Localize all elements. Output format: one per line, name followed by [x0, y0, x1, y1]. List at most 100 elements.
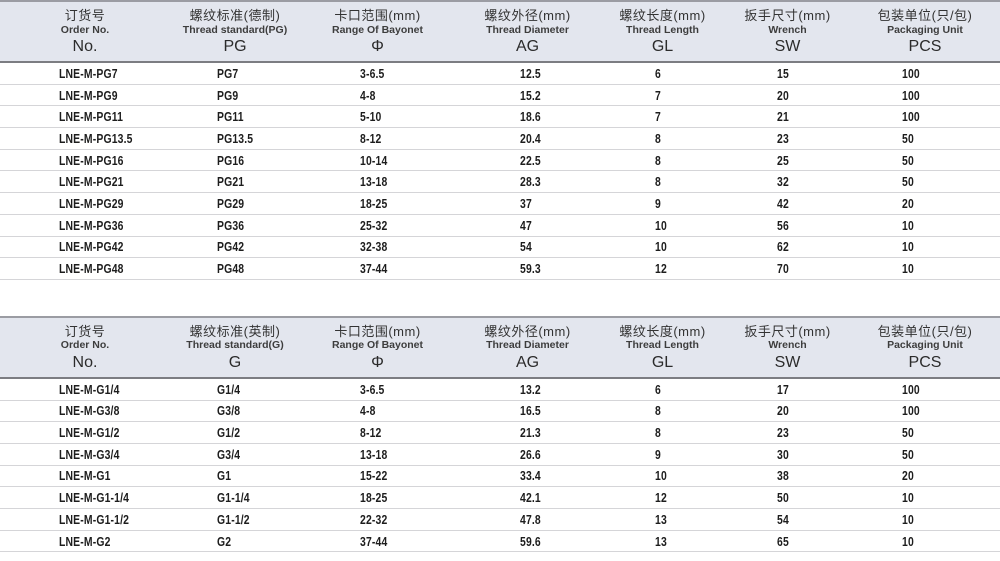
table-row: LNE-M-G1 G1 15-22 33.4 10 38 20	[0, 466, 1000, 488]
column-header-en-label: Wrench	[768, 339, 807, 352]
table-cell: 50	[850, 128, 1000, 149]
table-cell: PG13.5	[170, 128, 300, 149]
cell-value: 8	[655, 130, 661, 146]
table-row: LNE-M-PG9 PG9 4-8 15.2 7 20 100	[0, 85, 1000, 107]
table-cell: 32-38	[300, 237, 455, 258]
cell-value: 12	[655, 490, 667, 506]
table-cell: 37	[455, 193, 600, 214]
cell-value: 3-6.5	[360, 65, 385, 81]
table-cell: LNE-M-G1/4	[0, 379, 170, 400]
cell-value: 32-38	[360, 239, 388, 255]
table-cell: G3/4	[170, 444, 300, 465]
cell-value: 100	[902, 109, 920, 125]
table-cell: 47	[455, 215, 600, 236]
table-cell: 23	[725, 422, 850, 443]
pg-thread-table: 订货号 Order No. No. 螺纹标准(德制) Thread standard(P…	[0, 0, 1000, 280]
table-row: LNE-M-PG42 PG42 32-38 54 10 62 10	[0, 237, 1000, 259]
cell-value: 5-10	[360, 109, 382, 125]
column-header-ag: 螺纹外径(mm) Thread Diameter AG	[455, 2, 600, 61]
table-cell: 10	[850, 509, 1000, 530]
table-cell: 13-18	[300, 444, 455, 465]
cell-value: 100	[902, 87, 920, 103]
table-cell: 8-12	[300, 128, 455, 149]
table-cell: 26.6	[455, 444, 600, 465]
cell-value: 6	[655, 381, 661, 397]
table-cell: 10	[850, 258, 1000, 279]
cell-value: 23	[777, 425, 789, 441]
column-header-: 卡口范围(mm) Range Of Bayonet Φ	[300, 2, 455, 61]
cell-value: PG13.5	[217, 130, 254, 146]
table-cell: 59.6	[455, 531, 600, 552]
cell-value: 54	[777, 511, 789, 527]
table-row: LNE-M-PG21 PG21 13-18 28.3 8 32 50	[0, 171, 1000, 194]
cell-value: LNE-M-G1/4	[59, 381, 120, 397]
table-row: LNE-M-G1-1/2 G1-1/2 22-32 47.8 13 54 10	[0, 509, 1000, 531]
cell-value: 10	[902, 511, 914, 527]
column-header-en-label: Packaging Unit	[887, 339, 963, 352]
table-cell: 6	[600, 63, 725, 84]
table-cell: 56	[725, 215, 850, 236]
table-cell: 100	[850, 63, 1000, 84]
table-cell: 50	[850, 171, 1000, 192]
cell-value: 15.2	[520, 87, 541, 103]
cell-value: 65	[777, 533, 789, 549]
table-cell: 42.1	[455, 487, 600, 508]
table-cell: 12	[600, 258, 725, 279]
cell-value: G2	[217, 533, 232, 549]
cell-value: 42.1	[520, 490, 541, 506]
cell-value: 28.3	[520, 174, 541, 190]
cell-value: 10	[902, 217, 914, 233]
table-cell: 54	[725, 509, 850, 530]
cell-value: 17	[777, 381, 789, 397]
cell-value: 10	[902, 261, 914, 277]
column-header-code-label: PG	[223, 38, 247, 56]
cell-value: 10	[655, 468, 667, 484]
table-cell: 6	[600, 379, 725, 400]
cell-value: LNE-M-PG13.5	[59, 130, 133, 146]
column-header-zh-label: 卡口范围(mm)	[334, 8, 421, 23]
cell-value: 47	[520, 217, 532, 233]
cell-value: LNE-M-PG48	[59, 261, 124, 277]
table-cell: 37-44	[300, 258, 455, 279]
table-cell: 12	[600, 487, 725, 508]
table-cell: 100	[850, 379, 1000, 400]
table-cell: 4-8	[300, 401, 455, 422]
column-header-code-label: AG	[515, 38, 540, 56]
table-gap	[0, 279, 1000, 316]
table-cell: 15-22	[300, 466, 455, 487]
cell-value: 6	[655, 65, 661, 81]
table-cell: 15	[725, 63, 850, 84]
pg-table-header-row: 订货号 Order No. No. 螺纹标准(德制) Thread standard(P…	[0, 0, 1000, 63]
table-cell: 22.5	[455, 150, 600, 171]
table-cell: G1/2	[170, 422, 300, 443]
column-header-en-label: Order No.	[60, 339, 110, 352]
table-cell: 38	[725, 466, 850, 487]
cell-value: LNE-M-PG29	[59, 195, 124, 211]
table-cell: 18.6	[455, 106, 600, 127]
table-cell: PG16	[170, 150, 300, 171]
table-cell: LNE-M-G2	[0, 531, 170, 552]
column-header-zh-label: 螺纹标准(德制)	[189, 8, 281, 23]
table-cell: LNE-M-PG48	[0, 258, 170, 279]
cell-value: 8-12	[360, 425, 382, 441]
table-cell: 18-25	[300, 193, 455, 214]
cell-value: LNE-M-G3/4	[59, 446, 120, 462]
cell-value: 38	[777, 468, 789, 484]
column-header-code-label: Φ	[371, 354, 384, 372]
cell-value: 37	[520, 195, 532, 211]
cell-value: 26.6	[520, 446, 541, 462]
column-header-zh-label: 卡口范围(mm)	[334, 323, 421, 339]
cell-value: PG11	[217, 109, 244, 125]
cell-value: G1-1/2	[217, 511, 250, 527]
table-cell: 8	[600, 422, 725, 443]
table-cell: 23	[725, 128, 850, 149]
cell-value: PG21	[217, 174, 245, 190]
column-header-zh-label: 扳手尺寸(mm)	[744, 323, 831, 339]
table-cell: 3-6.5	[300, 379, 455, 400]
cell-value: 25	[777, 152, 789, 168]
cell-value: LNE-M-G1-1/2	[59, 511, 130, 527]
cell-value: 50	[902, 446, 914, 462]
cell-value: 20	[902, 468, 914, 484]
table-cell: 15.2	[455, 85, 600, 106]
cell-value: LNE-M-G3/8	[59, 403, 120, 419]
